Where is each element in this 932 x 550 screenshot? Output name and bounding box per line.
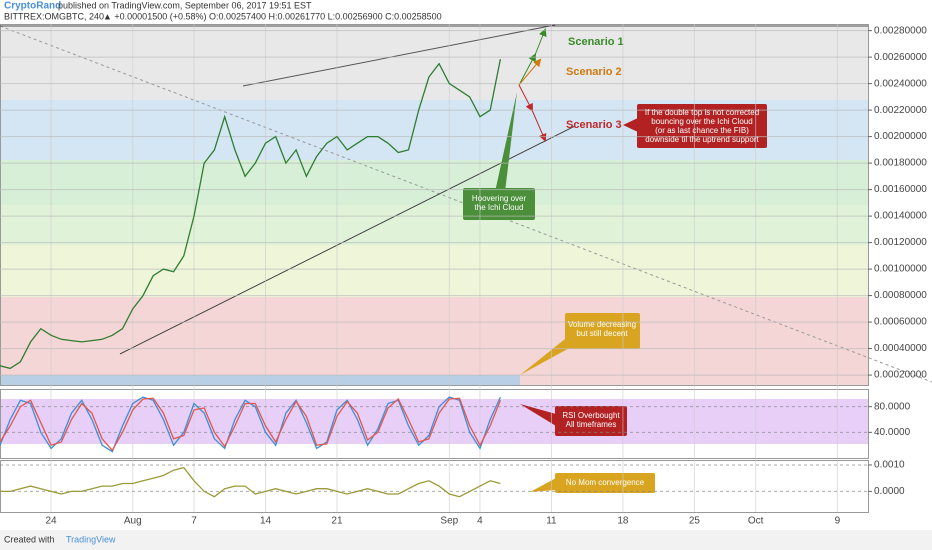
callout-text: bouncing over the Ichi Cloud [651,117,752,126]
fib-bands [0,24,868,444]
y-tick-label: 0.00220000 [874,105,927,116]
y-tick-label: 0.00080000 [874,290,927,301]
x-tick-label: 11 [546,516,557,527]
annotation: Scenario 2 [566,66,622,78]
annotation: Scenario 3 [566,119,622,131]
published: published on TradingView.com, September … [58,0,312,10]
callout-text: No Mom convergence [566,478,645,487]
callout-text: downside til the uptrend support [645,135,759,144]
data-line [0,397,502,452]
y-tick-label: 0.00020000 [874,370,927,381]
y-tick-label: 80.0000 [874,401,911,412]
callout-text: but still decent [576,329,628,338]
x-tick-label: 21 [331,516,343,527]
y-tick-label: 0.0010 [874,460,905,471]
footer-bar [0,530,932,550]
callout-text: All timeframes [566,420,617,429]
y-tick-label: 40.0000 [874,427,911,438]
annotation: Scenario 1 [568,36,624,48]
callout-text: (or as last chance the FIB) [655,126,749,135]
y-tick-label: 0.00160000 [874,184,927,195]
y-tick-label: 0.00140000 [874,211,927,222]
x-tick-label: 14 [260,516,272,527]
x-tick-label: Oct [748,516,764,527]
x-tick-label: 9 [835,516,841,527]
callout-text: the Ichi Cloud [475,203,524,212]
y-tick-label: 0.00180000 [874,158,927,169]
y-tick-label: 0.00040000 [874,343,927,354]
x-tick-label: Aug [124,516,142,527]
symbol: BITTREX:OMGBTC, 240 [4,11,104,21]
callout-text: If the double top is not corrected [645,108,759,117]
callout-text: Volume decreasing [568,320,636,329]
y-tick-label: 0.00100000 [874,264,927,275]
callout-text: RSI Overbought [562,411,620,420]
footer-brand[interactable]: TradingView [66,534,116,544]
x-tick-label: 25 [689,516,701,527]
x-tick-label: Sep [440,516,458,527]
x-tick-label: 7 [191,516,197,527]
footer-created: Created with [4,534,55,544]
y-tick-label: 0.0000 [874,486,905,497]
y-tick-label: 0.00120000 [874,237,927,248]
data-line [0,466,501,498]
author: CryptoRand [4,1,61,12]
callout-text: Hoovering over [472,194,527,203]
y-tick-label: 0.00260000 [874,52,927,63]
y-tick-label: 0.00280000 [874,25,927,36]
x-tick-label: 18 [617,516,629,527]
panes [0,24,869,513]
y-tick-label: 0.00200000 [874,131,927,142]
y-tick-label: 0.00060000 [874,317,927,328]
y-tick-label: 0.00240000 [874,78,927,89]
data-line [0,58,502,370]
x-tick-label: 24 [45,516,57,527]
quote: ▲ +0.00001500 (+0.58%) O:0.00257400 H:0.… [103,11,442,21]
x-tick-label: 4 [477,516,483,527]
